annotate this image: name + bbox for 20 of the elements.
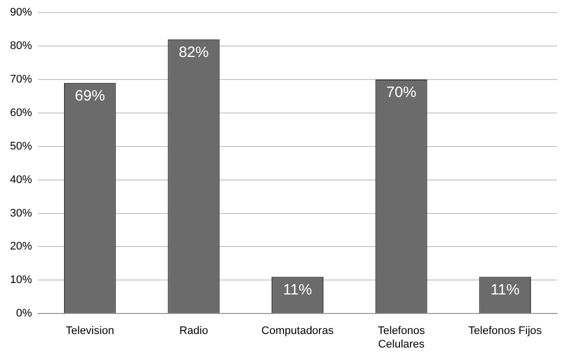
x-tick-label: Telefonos Fijos <box>468 325 542 338</box>
data-label: 82% <box>178 44 209 61</box>
y-tick-label: 60% <box>10 106 32 119</box>
x-tick-label: Radio <box>179 325 208 338</box>
y-tick-label: 70% <box>10 74 32 86</box>
y-tick-label: 30% <box>10 207 32 220</box>
x-tick-label: Computadoras <box>261 325 334 338</box>
y-tick-label: 0% <box>16 308 32 320</box>
data-label: 11% <box>283 281 312 298</box>
data-label: 69% <box>74 87 105 104</box>
x-tick-label: Television <box>66 325 114 338</box>
y-tick-label: 90% <box>10 6 32 19</box>
data-label: 11% <box>490 281 520 298</box>
data-label: 70% <box>386 84 416 102</box>
y-tick-label: 80% <box>10 40 32 52</box>
y-tick-label: 20% <box>10 240 32 253</box>
y-tick-label: 50% <box>10 140 32 152</box>
y-tick-label: 40% <box>10 174 32 186</box>
x-tick-label: Telefonos Celulares <box>378 325 426 350</box>
y-tick-label: 10% <box>10 274 32 286</box>
